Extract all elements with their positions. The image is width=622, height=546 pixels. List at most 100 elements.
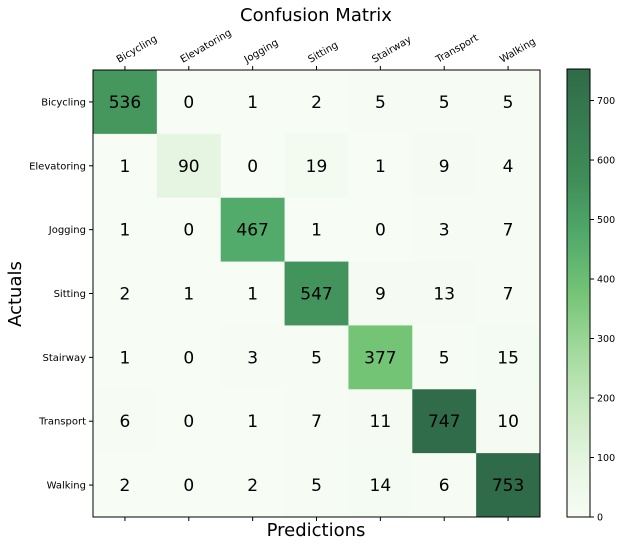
matrix-cell xyxy=(284,453,349,518)
cell-value-label: 1 xyxy=(311,221,322,241)
matrix-cell xyxy=(476,197,541,263)
colorbar xyxy=(566,68,591,518)
matrix-cell xyxy=(476,261,541,326)
matrix-cell xyxy=(284,197,349,263)
matrix-cell xyxy=(93,261,158,326)
matrix-cell xyxy=(220,325,286,390)
cell-value-label: 19 xyxy=(306,157,328,177)
x-tick-label: Bicycling xyxy=(115,34,159,66)
cell-value-label: 536 xyxy=(109,93,141,113)
colorbar-tick-label: 100 xyxy=(597,453,615,464)
cell-value-label: 1 xyxy=(247,412,258,432)
matrix-cell xyxy=(412,70,477,135)
x-tick-label: Sitting xyxy=(307,40,341,66)
cell-value-label: 1 xyxy=(247,285,258,305)
y-tick-label: Transport xyxy=(38,417,86,428)
cell-value-label: 1 xyxy=(120,221,131,241)
plot-frame xyxy=(92,69,541,518)
cell-value-label: 6 xyxy=(439,476,450,496)
matrix-cell xyxy=(348,453,413,518)
matrix-cell xyxy=(93,133,158,199)
x-axis-label: Predictions xyxy=(267,520,366,541)
matrix-cell xyxy=(348,325,413,390)
colorbar-tick-label: 700 xyxy=(597,96,615,107)
colorbar-tick-label: 400 xyxy=(597,275,615,286)
matrix-cell xyxy=(93,70,158,135)
cell-value-label: 15 xyxy=(497,348,519,368)
matrix-cell xyxy=(93,325,158,390)
matrix-cell xyxy=(348,389,413,454)
x-tick-labels: Bicycling Elevatoring Jogging Sitting Stairw… xyxy=(115,28,538,70)
matrix-cell xyxy=(220,261,286,326)
cell-value-label: 377 xyxy=(364,348,396,368)
matrix-cell xyxy=(156,70,222,135)
y-tick-labels: Bicycling Elevatoring Jogging Sitting Stairw… xyxy=(29,97,93,492)
matrix-cell xyxy=(156,197,222,263)
matrix-cell xyxy=(412,453,477,518)
cell-value-label: 0 xyxy=(375,221,386,241)
matrix-cell xyxy=(156,325,222,390)
matrix-cell xyxy=(93,197,158,263)
matrix-cell xyxy=(93,389,158,454)
cell-value-label: 1 xyxy=(183,285,194,305)
matrix-cell xyxy=(476,70,541,135)
cell-value-label: 3 xyxy=(247,348,258,368)
y-tick-label: Elevatoring xyxy=(29,161,86,172)
x-bottom-ticks xyxy=(124,517,509,521)
x-tick-label: Elevatoring xyxy=(179,28,234,66)
cell-value-label: 1 xyxy=(375,157,386,177)
matrix-cell xyxy=(220,389,286,454)
cell-value-label: 7 xyxy=(503,285,514,305)
cell-value-label: 2 xyxy=(311,93,322,113)
matrix-cell xyxy=(284,133,349,199)
colorbar-tick-label: 500 xyxy=(597,215,615,226)
colorbar-tick-label: 600 xyxy=(597,156,615,167)
cell-value-label: 753 xyxy=(492,476,524,496)
cell-value-label: 0 xyxy=(183,412,194,432)
y-tick-label: Walking xyxy=(47,481,86,492)
cell-value-label: 90 xyxy=(178,157,200,177)
matrix-cell xyxy=(412,261,477,326)
cell-value-label: 4 xyxy=(503,157,514,177)
matrix-cell xyxy=(93,453,158,518)
cell-value-label: 9 xyxy=(375,285,386,305)
cell-value-label: 2 xyxy=(120,285,131,305)
colorbar-tick-label: 200 xyxy=(597,394,615,405)
matrix-cell xyxy=(348,133,413,199)
matrix-cell xyxy=(476,325,541,390)
cell-value-label: 2 xyxy=(247,476,258,496)
cell-value-label: 0 xyxy=(183,348,194,368)
cell-value-label: 1 xyxy=(120,157,131,177)
y-axis-label: Actuals xyxy=(5,261,26,327)
matrix-cell xyxy=(348,197,413,263)
cell-value-label: 6 xyxy=(120,412,131,432)
x-tick-label: Walking xyxy=(498,36,538,65)
matrix-cell xyxy=(284,389,349,454)
cell-value-label: 5 xyxy=(311,476,322,496)
cell-value-label: 5 xyxy=(439,93,450,113)
cell-value-label: 14 xyxy=(370,476,392,496)
matrix-cell xyxy=(412,325,477,390)
cell-value-label: 0 xyxy=(183,221,194,241)
matrix-cell xyxy=(284,261,349,326)
cell-value-label: 467 xyxy=(236,221,268,241)
cell-value-label: 10 xyxy=(497,412,519,432)
matrix-cell xyxy=(476,453,541,518)
cell-value-label: 0 xyxy=(183,476,194,496)
cell-value-label: 5 xyxy=(311,348,322,368)
cell-value-label: 7 xyxy=(311,412,322,432)
matrix-cell xyxy=(476,133,541,199)
x-tick-label: Jogging xyxy=(242,37,281,66)
matrix-cell xyxy=(412,197,477,263)
cell-value-label: 0 xyxy=(183,93,194,113)
cell-value-label: 547 xyxy=(300,285,332,305)
cell-value-label: 9 xyxy=(439,157,450,177)
matrix-cell xyxy=(156,389,222,454)
cell-value-label: 13 xyxy=(433,285,455,305)
matrix-cell xyxy=(284,325,349,390)
cell-value-label: 5 xyxy=(439,348,450,368)
matrix-cell xyxy=(156,453,222,518)
cell-value-label: 5 xyxy=(375,93,386,113)
cell-value-label: 3 xyxy=(439,221,450,241)
